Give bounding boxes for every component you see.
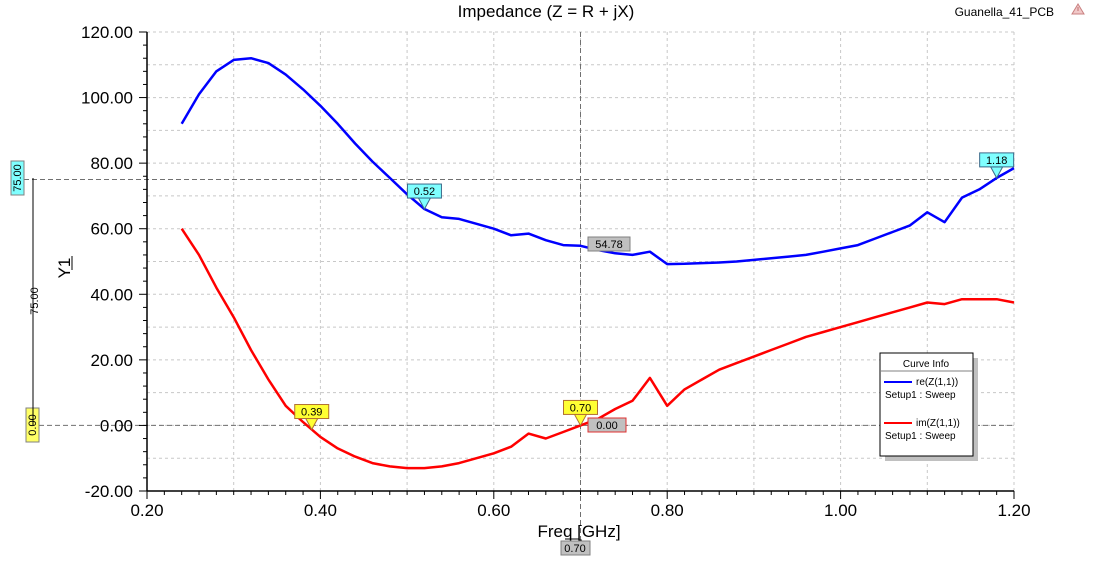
marker-pointer xyxy=(417,197,432,211)
y-tick-label: 20.00 xyxy=(90,351,133,370)
marker-label-box[interactable] xyxy=(406,183,442,199)
im-value-box[interactable] xyxy=(587,417,627,433)
x-tick-label: 1.20 xyxy=(997,501,1030,520)
legend-label-im: im(Z(1,1)) xyxy=(916,418,960,429)
y-tick-label: 0.00 xyxy=(100,416,133,435)
im-value: 0.00 xyxy=(596,420,617,432)
marker-label: 1.18 xyxy=(986,155,1007,167)
x-tick-label: 0.80 xyxy=(651,501,684,520)
legend-sub-re: Setup1 : Sweep xyxy=(885,390,956,401)
legend[interactable]: Curve Info re(Z(1,1)) Setup1 : Sweep im(… xyxy=(879,352,978,461)
re-value-box[interactable] xyxy=(587,236,631,252)
warning-icon xyxy=(1071,3,1085,15)
y-tick-labels: -20.00 0.00 20.00 40.00 60.00 80.00 100.00 120.… xyxy=(81,23,133,501)
chart-title: Impedance (Z = R + jX) xyxy=(458,2,635,21)
x-tick-label: 0.40 xyxy=(304,501,337,520)
y-readout-upper: 75.00 xyxy=(12,164,24,192)
legend-title: Curve Info xyxy=(903,359,950,370)
legend-box xyxy=(879,352,974,457)
x-readout: 0.70 xyxy=(564,543,585,555)
x-tick-labels: 0.20 0.40 0.60 0.80 1.00 1.20 xyxy=(130,501,1030,520)
re-value: 54.78 xyxy=(595,239,623,251)
marker-label: 0.39 xyxy=(301,407,322,419)
readouts: 75.00 0.00 75.00 0.70 54.78 0.00 xyxy=(10,160,631,556)
x-axis-label: Freq [GHz] xyxy=(537,522,620,541)
marker-label-box[interactable] xyxy=(294,404,330,420)
y-readout-upper-box[interactable] xyxy=(10,160,25,196)
x-tick-label: 0.60 xyxy=(477,501,510,520)
markers: 0.52 1.18 0.39 0.70 xyxy=(294,152,1015,431)
x-tick-label: 1.00 xyxy=(824,501,857,520)
x-tick-label: 0.20 xyxy=(130,501,163,520)
project-name: Guanella_41_PCB xyxy=(955,5,1054,19)
x-readout-box[interactable] xyxy=(560,540,591,556)
y-tick-label: 100.00 xyxy=(81,89,133,108)
y-delta-readout: 75.00 xyxy=(29,287,41,315)
marker-label: 0.52 xyxy=(414,186,435,198)
y-tick-label: 80.00 xyxy=(90,154,133,173)
minor-ticks xyxy=(139,31,1015,499)
marker-label: 0.70 xyxy=(570,402,591,414)
legend-label-re: re(Z(1,1)) xyxy=(916,377,958,388)
marker-label-box[interactable] xyxy=(563,399,598,415)
series-line-re xyxy=(180,56,1015,266)
y-tick-label: 60.00 xyxy=(90,220,133,239)
legend-sub-im: Setup1 : Sweep xyxy=(885,431,956,442)
y-axis-label: Y1 xyxy=(55,258,74,279)
y-tick-label: 40.00 xyxy=(90,285,133,304)
marker-pointer xyxy=(304,418,319,431)
reference-lines xyxy=(24,32,1014,541)
y-tick-label: -20.00 xyxy=(85,482,133,501)
y-tick-label: 120.00 xyxy=(81,23,133,42)
marker-label-box[interactable] xyxy=(979,152,1015,168)
